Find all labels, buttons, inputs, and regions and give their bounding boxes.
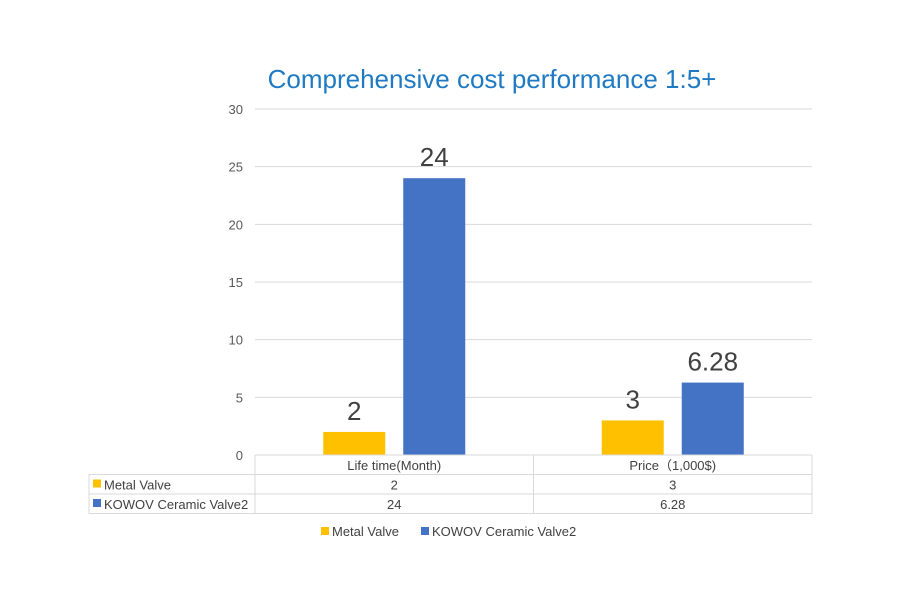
data-label: 2 (347, 396, 361, 426)
data-table: Life time(Month) Price（1,000$) Metal Valve… (88, 454, 813, 514)
x-category-label: Price（1,000$) (629, 458, 716, 473)
bar (681, 382, 744, 455)
legend-key (421, 527, 429, 535)
bar (601, 420, 664, 455)
table-cell: 3 (669, 478, 676, 493)
data-label: 24 (420, 142, 449, 172)
table-legend-key (93, 479, 101, 488)
bar (323, 431, 386, 455)
y-tick-label: 30 (229, 102, 243, 117)
table-series-name: KOWOV Ceramic Valve2 (104, 497, 248, 512)
data-label: 6.28 (687, 347, 738, 377)
table-cell: 2 (391, 478, 398, 493)
data-labels: 2 24 3 6.28 (347, 142, 738, 426)
y-tick-label: 20 (229, 217, 243, 232)
legend-label: KOWOV Ceramic Valve2 (432, 524, 576, 539)
x-category-label: Life time(Month) (347, 458, 441, 473)
bar (403, 178, 466, 455)
gridlines (255, 108, 812, 456)
y-tick-label: 0 (236, 448, 243, 463)
table-cell: 6.28 (660, 497, 685, 512)
legend-key (321, 527, 329, 535)
table-cell: 24 (387, 497, 401, 512)
legend: Metal Valve KOWOV Ceramic Valve2 (321, 524, 576, 539)
legend-label: Metal Valve (332, 524, 399, 539)
table-series-name: Metal Valve (104, 478, 171, 493)
y-tick-label: 10 (229, 333, 243, 348)
y-axis: 0 5 10 15 20 25 30 (229, 102, 243, 463)
chart-title: Comprehensive cost performance 1:5+ (268, 64, 717, 94)
table-legend-key (93, 499, 101, 507)
y-tick-label: 25 (229, 160, 243, 175)
y-tick-label: 5 (236, 390, 243, 405)
data-label: 3 (626, 384, 640, 414)
bars (323, 178, 744, 455)
y-tick-label: 15 (229, 275, 243, 290)
